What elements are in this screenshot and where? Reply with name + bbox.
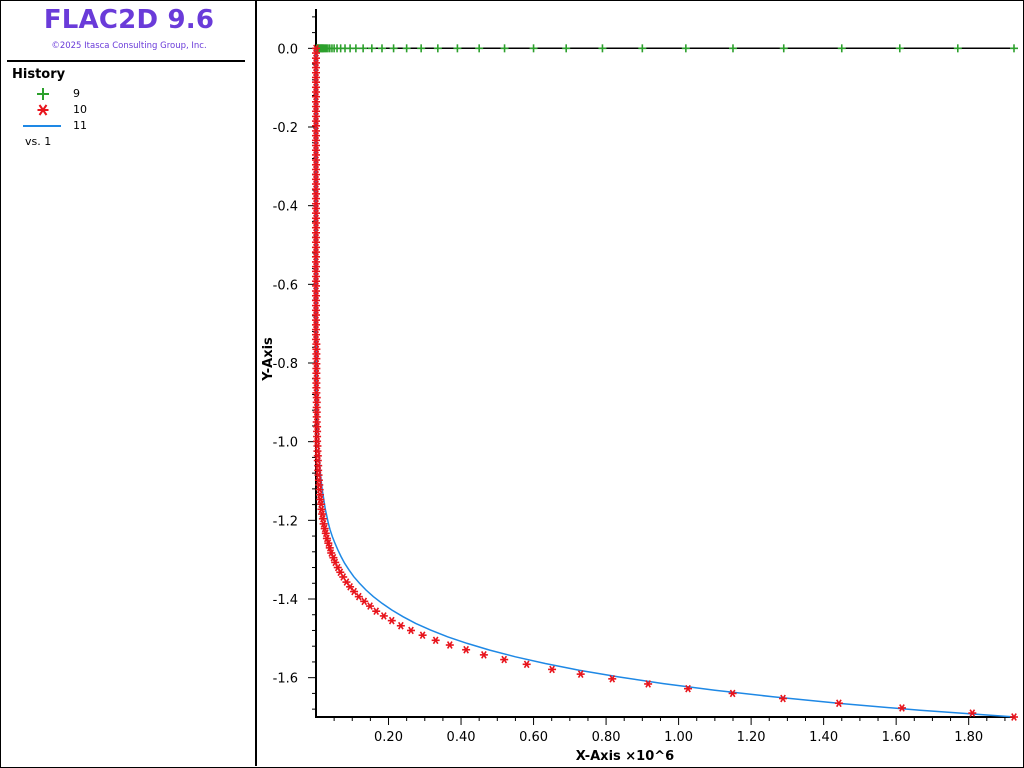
series-10-point	[313, 432, 322, 441]
series-10-point	[834, 699, 843, 708]
y-tick-label: -0.6	[273, 278, 298, 293]
series-10-point	[339, 573, 348, 581]
series-10-point	[366, 602, 375, 610]
x-tick-label: 1.60	[882, 730, 911, 745]
series-9-point	[433, 44, 442, 53]
series-10-point	[379, 612, 388, 620]
series-10-point	[360, 597, 369, 606]
y-tick-label: -1.4	[273, 593, 298, 608]
series-10-point	[897, 704, 906, 712]
legend-item-10[interactable]: 10	[23, 102, 223, 118]
series-9-point	[562, 44, 571, 53]
series-10-point	[479, 651, 488, 659]
y-tick-label: -0.8	[273, 357, 298, 372]
series-10-point	[396, 621, 405, 630]
sidebar-legend-panel: FLAC2D 9.6 ©2025 Itasca Consulting Group…	[1, 1, 257, 766]
series-10-point	[462, 645, 471, 654]
x-tick-label: 0.80	[592, 730, 621, 745]
legend-title: History	[12, 67, 66, 82]
series-9-point	[351, 44, 360, 53]
asterisk-marker-icon	[37, 104, 49, 116]
series-10-point	[322, 534, 331, 543]
y-tick-label: -0.2	[273, 121, 298, 136]
series-10-point	[418, 631, 427, 640]
series-9-point	[638, 44, 647, 53]
series-10-point	[644, 680, 653, 688]
x-tick-label: 0.20	[374, 730, 403, 745]
x-tick-label: 1.00	[664, 730, 693, 745]
series-10-point	[329, 553, 338, 562]
series-9-point	[837, 44, 846, 53]
series-9-point	[359, 44, 368, 53]
series-9-point	[500, 44, 509, 53]
legend-versus-label: vs. 1	[25, 135, 52, 148]
series-10-point	[728, 689, 737, 698]
series-10-point	[320, 524, 329, 533]
y-tick-label: -0.4	[273, 200, 298, 215]
series-10-point	[407, 626, 416, 635]
x-tick-label: 1.40	[809, 730, 838, 745]
series-10-point	[576, 670, 585, 678]
series-10-point	[684, 684, 693, 693]
x-tick-label: 0.60	[519, 730, 548, 745]
y-axis-label: Y-Axis	[261, 337, 276, 382]
legend-label-9: 9	[73, 87, 80, 100]
x-tick-label: 1.80	[954, 730, 983, 745]
sidebar-divider	[7, 60, 245, 62]
series-9-point	[728, 44, 737, 53]
series-10-point	[445, 641, 454, 649]
history-plot[interactable]: 0.0 -0.2 -0.4 -0.6 -0.8 -1.0 -1.2 -1.4 -1.6 0.20 0…	[257, 1, 1023, 766]
series-10-point	[354, 592, 363, 601]
series-9-point	[377, 44, 386, 53]
legend-item-11[interactable]: 11	[23, 118, 223, 134]
legend-item-9[interactable]: 9	[23, 86, 223, 102]
series-9-point	[779, 44, 788, 53]
series-9-point	[417, 44, 426, 53]
series-9-point	[475, 44, 484, 53]
app-title: FLAC2D 9.6	[43, 5, 215, 35]
series-9-point	[953, 44, 962, 53]
y-tick-label: -1.6	[273, 672, 298, 687]
app-copyright: ©2025 Itasca Consulting Group, Inc.	[51, 41, 207, 51]
series-10-point	[387, 616, 396, 625]
y-tick-label: -1.0	[273, 436, 298, 451]
series-10-point	[372, 607, 381, 616]
series-10-point	[431, 636, 440, 645]
series-10-point	[779, 694, 788, 703]
series-10-point	[319, 520, 328, 528]
series-9-point	[1010, 44, 1018, 53]
series-9-point	[529, 44, 538, 53]
series-10-point	[325, 544, 334, 552]
series-10-point	[548, 665, 557, 674]
x-axis-label: X-Axis ×10^6	[576, 749, 674, 764]
series-10-point	[1010, 713, 1018, 721]
y-tick-label: -1.2	[273, 514, 298, 529]
legend-label-11: 11	[73, 119, 87, 132]
series-10-point	[500, 655, 509, 664]
series-10-point	[968, 709, 977, 717]
series-9-point	[453, 44, 462, 53]
y-tick-label: 0.0	[277, 42, 298, 57]
series-9-point	[598, 44, 607, 53]
plus-marker-icon	[37, 88, 49, 100]
series-9-point	[402, 44, 411, 53]
x-tick-label: 0.40	[447, 730, 476, 745]
series-10-point	[336, 568, 345, 577]
x-tick-label: 1.20	[737, 730, 766, 745]
series-10-point	[324, 539, 333, 547]
series-9-point	[895, 44, 904, 53]
line-marker-icon	[23, 125, 61, 127]
series-9-point	[367, 44, 376, 53]
legend-label-10: 10	[73, 103, 87, 116]
series-9-point	[681, 44, 690, 53]
series-11-line	[315, 48, 1015, 718]
series-10-point	[522, 660, 531, 669]
series-10-point	[608, 675, 617, 683]
series-9-point	[389, 44, 398, 53]
series-10-point	[350, 587, 359, 596]
